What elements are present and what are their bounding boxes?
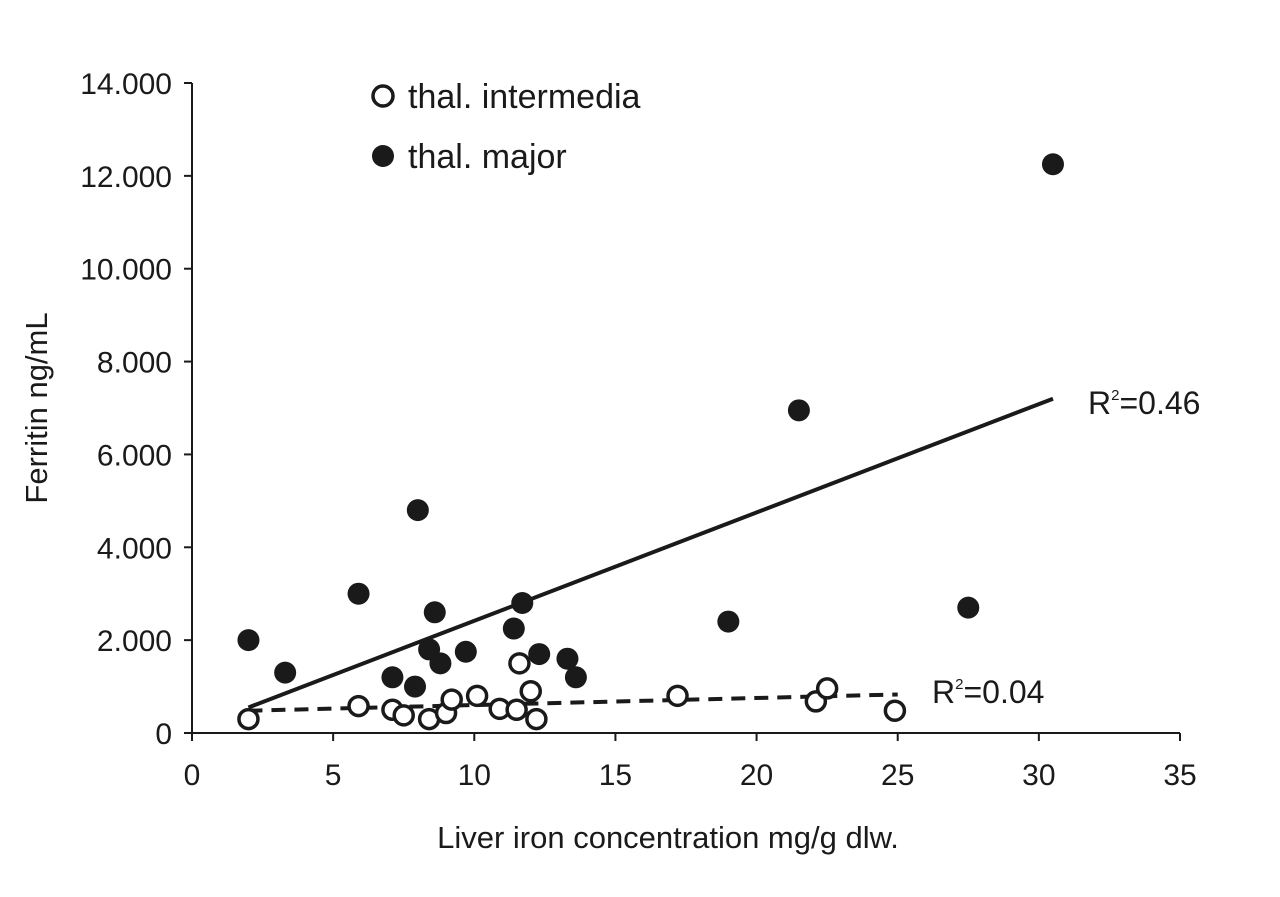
point-intermedia	[392, 704, 415, 727]
point-intermedia	[519, 679, 542, 703]
point-major	[502, 617, 525, 640]
data-points	[237, 153, 1064, 731]
y-tick-label: 14.000	[80, 68, 172, 101]
point-major	[347, 582, 370, 605]
point-major	[404, 675, 427, 698]
point-intermedia	[525, 707, 548, 731]
r2-intermedia-sup: 2	[955, 676, 963, 693]
axes	[191, 83, 1180, 734]
point-major	[564, 666, 587, 689]
point-intermedia	[347, 694, 370, 718]
point-intermedia	[465, 684, 489, 708]
r2-label-intermedia: R2=0.04	[932, 674, 1044, 710]
point-major	[237, 629, 260, 652]
legend-marker-major	[372, 145, 394, 167]
y-tick-label: 8.000	[97, 347, 172, 380]
x-tick-label: 10	[458, 759, 491, 792]
x-axis-title: Liver iron concentration mg/g dlw.	[437, 820, 899, 855]
point-intermedia	[666, 684, 689, 708]
point-major	[423, 601, 446, 624]
trendline-intermedia	[248, 692, 898, 713]
y-axis-title: Ferritin ng/mL	[19, 312, 54, 503]
x-tick-label: 15	[599, 759, 632, 792]
point-major	[381, 666, 404, 689]
y-ticks: 0 2.000 4.000 6.000 8.000 10.000 12.000 14.000	[80, 68, 192, 751]
r2-intermedia-value: =0.04	[963, 674, 1044, 710]
point-major	[454, 640, 477, 663]
x-tick-label: 20	[740, 759, 773, 792]
y-tick-label: 10.000	[80, 254, 172, 287]
r2-major-value: =0.46	[1119, 385, 1200, 421]
r2-label-major: R2=0.46	[1088, 385, 1200, 421]
point-major	[1041, 153, 1064, 176]
trendline-major	[247, 396, 1054, 710]
point-intermedia	[508, 652, 531, 675]
y-tick-label: 4.000	[97, 532, 172, 565]
point-major	[787, 399, 810, 422]
point-major	[717, 610, 740, 633]
x-tick-label: 35	[1163, 759, 1196, 792]
legend-marker-intermedia	[371, 84, 395, 108]
point-major	[957, 596, 980, 619]
x-tick-label: 5	[325, 759, 342, 792]
y-tick-label: 2.000	[97, 625, 172, 658]
legend-label-intermedia: thal. intermedia	[408, 78, 641, 116]
point-intermedia	[440, 688, 463, 711]
point-major	[406, 499, 429, 522]
x-tick-label: 25	[881, 759, 914, 792]
point-major	[274, 661, 297, 684]
r2-intermedia-base: R	[932, 674, 955, 710]
x-tick-label: 0	[184, 759, 201, 792]
y-tick-label: 0	[155, 718, 172, 751]
point-major	[556, 647, 579, 670]
point-major	[429, 652, 452, 675]
x-tick-label: 30	[1022, 759, 1055, 792]
point-intermedia	[505, 698, 528, 722]
point-intermedia	[237, 707, 260, 731]
y-tick-label: 12.000	[80, 161, 172, 194]
point-intermedia	[883, 699, 907, 722]
trendlines	[247, 396, 1054, 713]
x-ticks: 0 5 10 15 20 25 30 35	[184, 733, 1197, 792]
point-major	[511, 592, 534, 614]
r2-major-sup: 2	[1111, 387, 1119, 404]
r2-major-base: R	[1088, 385, 1111, 421]
point-intermedia	[815, 677, 839, 700]
point-major	[528, 643, 551, 666]
legend-label-major: thal. major	[408, 138, 567, 176]
y-tick-label: 6.000	[97, 439, 172, 472]
legend: thal. intermedia thal. major	[371, 78, 641, 176]
